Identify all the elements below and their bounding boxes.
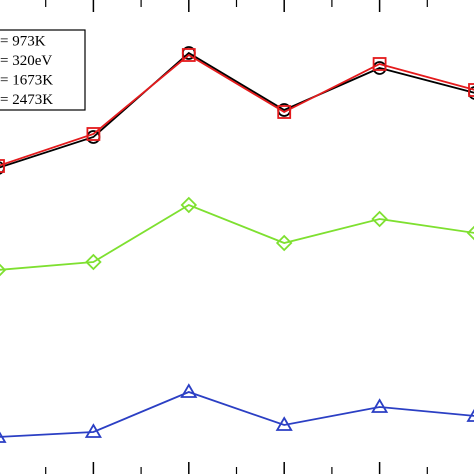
point xyxy=(180,383,198,398)
point xyxy=(371,210,388,228)
legend-box xyxy=(0,29,86,111)
point xyxy=(86,127,101,141)
point xyxy=(277,105,292,119)
point xyxy=(85,253,102,271)
legend-label: = 973K xyxy=(0,33,46,49)
point xyxy=(372,57,387,71)
legend-label: = 2473K xyxy=(0,92,53,108)
series-line xyxy=(0,53,474,167)
series-line xyxy=(0,51,474,169)
series-line xyxy=(0,391,474,438)
series-line xyxy=(0,203,474,271)
point xyxy=(180,196,198,214)
point xyxy=(468,83,474,97)
point xyxy=(275,234,293,252)
point xyxy=(371,398,389,413)
point xyxy=(181,48,196,62)
point xyxy=(0,159,5,173)
point xyxy=(466,225,474,241)
legend-label: = 1673K xyxy=(0,72,53,88)
point xyxy=(466,408,474,422)
point xyxy=(275,416,293,431)
point xyxy=(0,263,7,277)
point xyxy=(84,423,102,438)
point xyxy=(0,431,7,443)
legend-label: = 320eV xyxy=(0,53,52,69)
